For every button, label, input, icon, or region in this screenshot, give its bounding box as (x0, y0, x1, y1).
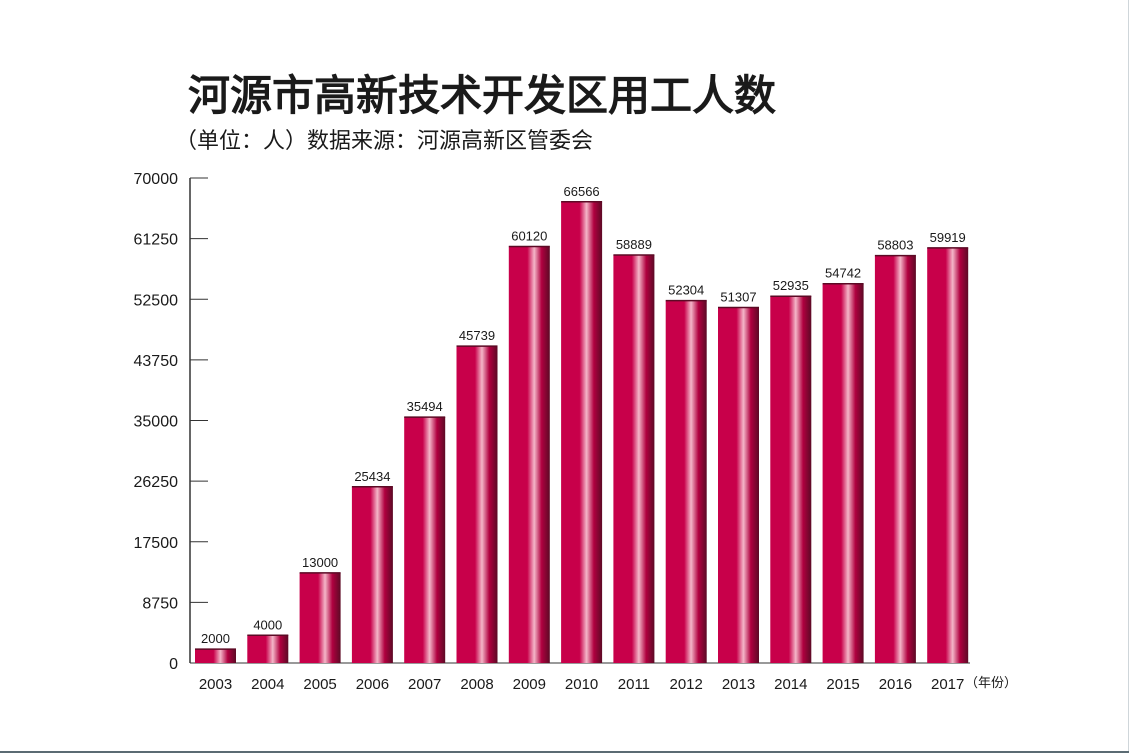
x-tick-label: 2016 (879, 676, 912, 693)
y-tick-label: 43750 (134, 353, 179, 370)
x-tick-label: 2005 (303, 676, 336, 693)
data-label: 45739 (459, 328, 495, 343)
x-axis-labels: 2003 2004 2005 2006 2007 2008 2009 2010 2011 2012… (199, 676, 965, 693)
chart-subtitle: （单位：人）数据来源：河源高新区管委会 (175, 129, 593, 154)
data-label: 2000 (201, 631, 230, 646)
bar-2003 (195, 649, 236, 663)
data-label: 54742 (825, 266, 861, 281)
y-tick-label: 35000 (134, 414, 179, 431)
y-tick-label: 61250 (134, 232, 179, 249)
y-tick-label: 70000 (134, 171, 179, 188)
y-tick-label: 17500 (134, 535, 179, 552)
bar-2015 (822, 283, 864, 663)
y-axis-ticks: 0 8750 17500 26250 35000 43750 52500 61250 70000 (134, 171, 208, 673)
bar-2006 (351, 486, 393, 663)
data-labels: 2000 4000 13000 25434 35494 45739 60120 66566 58… (201, 184, 966, 646)
x-tick-label: 2003 (199, 676, 232, 693)
bar-2011 (613, 254, 655, 664)
bar-2016 (874, 255, 916, 663)
data-label: 4000 (253, 617, 282, 632)
x-tick-label: 2013 (722, 676, 755, 693)
x-tick-label: 2007 (408, 676, 441, 693)
x-tick-label: 2012 (670, 676, 703, 693)
data-label: 52304 (668, 283, 704, 298)
bar-2012 (665, 300, 707, 663)
data-label: 58889 (616, 237, 652, 252)
data-label: 58803 (877, 238, 913, 253)
data-label: 35494 (407, 399, 443, 414)
y-tick-label: 52500 (134, 292, 179, 309)
data-label: 52935 (773, 278, 809, 293)
x-tick-label: 2017 (931, 676, 964, 693)
bar-2004 (247, 635, 289, 663)
x-tick-label: 2014 (774, 676, 807, 693)
x-tick-label: 2015 (826, 676, 859, 693)
data-label: 59919 (930, 230, 966, 245)
y-tick-label: 8750 (142, 595, 178, 612)
data-label: 13000 (302, 555, 338, 570)
bar-2013 (718, 307, 759, 663)
chart-title: 河源市高新技术开发区用工人数 (188, 71, 776, 120)
x-tick-label: 2006 (356, 676, 389, 693)
bar-2008 (456, 346, 498, 663)
x-tick-label: 2008 (460, 676, 493, 693)
data-label: 25434 (354, 469, 390, 484)
bar-series (195, 201, 969, 664)
x-unit-label: （年份） (965, 675, 1017, 690)
data-label: 60120 (511, 228, 547, 243)
x-tick-label: 2004 (251, 676, 284, 693)
bar-2007 (404, 417, 446, 663)
data-label: 66566 (564, 184, 600, 199)
bar-2005 (299, 572, 341, 663)
y-tick-label: 26250 (134, 474, 179, 491)
y-tick-label: 0 (169, 656, 178, 673)
bar-2014 (770, 296, 812, 663)
x-tick-label: 2011 (618, 676, 650, 693)
bar-2017 (927, 247, 969, 663)
frame-bottom-border (0, 751, 1129, 753)
x-tick-label: 2010 (565, 676, 598, 693)
x-tick-label: 2009 (513, 676, 546, 693)
bar-2009 (508, 246, 550, 663)
data-label: 51307 (720, 290, 756, 305)
bar-2010 (561, 201, 603, 663)
